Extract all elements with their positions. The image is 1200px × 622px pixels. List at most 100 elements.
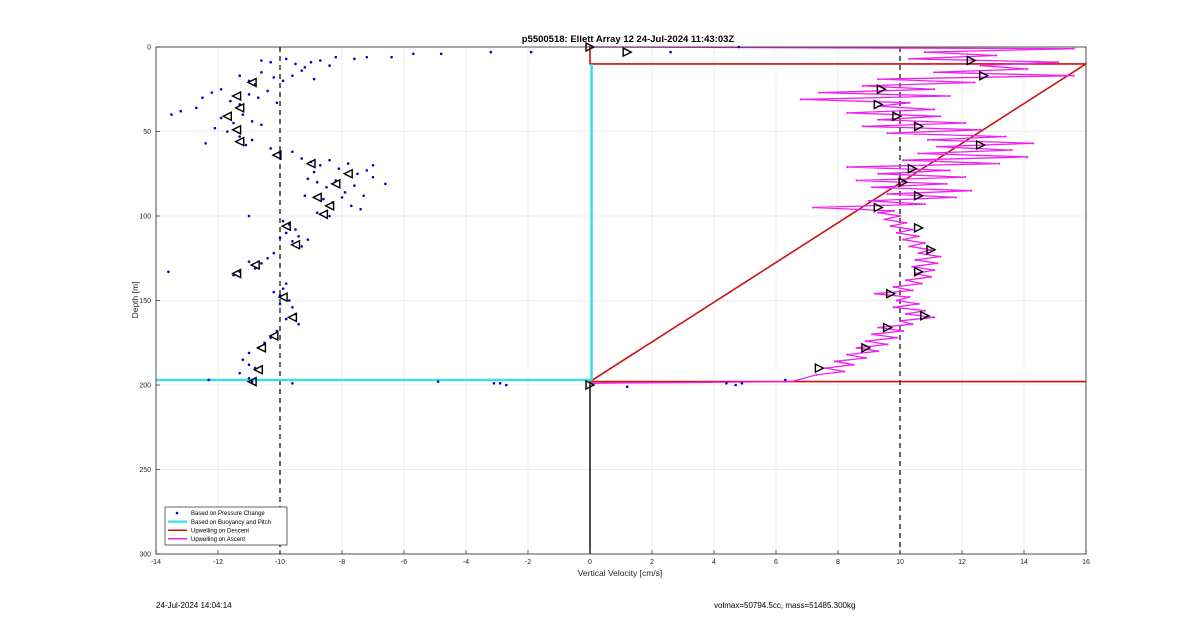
ascent-point xyxy=(877,78,880,81)
y-axis-label: Depth [m] xyxy=(130,282,140,319)
descent-marker xyxy=(280,221,291,232)
ascent-point xyxy=(905,279,908,282)
ascent-marker xyxy=(814,362,825,374)
pressure-change-point xyxy=(353,184,356,187)
ascent-point xyxy=(815,373,818,376)
x-tick-label: -2 xyxy=(525,559,531,566)
pressure-change-point xyxy=(219,116,223,120)
ascent-point xyxy=(905,312,908,316)
x-tick-label: -12 xyxy=(213,559,223,566)
pressure-change-point xyxy=(269,60,273,64)
ascent-point xyxy=(964,176,967,179)
ascent-marker xyxy=(886,288,897,299)
pressure-change-point xyxy=(669,50,672,54)
ascent-point xyxy=(895,231,899,234)
ascent-marker xyxy=(966,55,977,66)
ascent-point xyxy=(877,326,880,329)
pressure-change-point xyxy=(284,282,288,285)
descent-marker xyxy=(324,200,335,211)
x-tick-label: 2 xyxy=(650,559,654,566)
y-tick-label: 50 xyxy=(143,129,151,136)
ascent-point xyxy=(874,292,877,295)
ascent-point xyxy=(864,356,868,360)
descent-marker xyxy=(286,312,298,323)
ascent-point xyxy=(920,282,923,285)
y-tick-label: 200 xyxy=(139,383,151,390)
series-line-upwelling-on-ascent xyxy=(589,46,1075,384)
pressure-change-point xyxy=(371,164,375,167)
x-tick-label: -4 xyxy=(463,559,469,566)
ascent-point xyxy=(905,221,908,224)
ascent-point xyxy=(871,333,874,336)
y-tick-label: 100 xyxy=(139,214,151,221)
ascent-point xyxy=(846,165,849,169)
ascent-marker xyxy=(898,177,909,188)
pressure-change-point xyxy=(269,147,273,150)
pressure-change-point xyxy=(350,204,353,208)
pressure-change-point xyxy=(201,96,204,99)
ascent-point xyxy=(902,238,905,241)
x-tick-label: 6 xyxy=(774,559,778,566)
pressure-change-point xyxy=(529,50,533,54)
pressure-change-point xyxy=(170,113,173,116)
pressure-change-point xyxy=(439,52,443,56)
y-tick-label: 150 xyxy=(139,298,151,305)
pressure-change-point xyxy=(343,191,347,194)
pressure-change-point xyxy=(232,121,235,125)
pressure-change-point xyxy=(291,305,294,309)
pressure-change-point xyxy=(275,101,279,105)
ascent-point xyxy=(929,248,933,251)
pressure-change-point xyxy=(390,55,393,59)
ascent-point xyxy=(936,262,939,265)
pressure-change-point xyxy=(207,378,210,382)
ascent-point xyxy=(855,346,858,349)
pressure-change-point xyxy=(291,240,294,243)
x-tick-label: 0 xyxy=(588,559,592,566)
ascent-point xyxy=(877,118,880,121)
pressure-change-point xyxy=(247,214,251,218)
ascent-point xyxy=(886,132,889,135)
ascent-marker xyxy=(861,342,872,353)
ascent-point xyxy=(846,353,849,356)
ascent-point xyxy=(908,245,911,248)
pressure-change-point xyxy=(725,382,728,385)
pressure-change-point xyxy=(288,299,291,302)
pressure-change-point xyxy=(371,175,375,179)
ascent-point xyxy=(790,380,793,383)
pressure-change-point xyxy=(291,74,294,78)
x-tick-label: 8 xyxy=(836,559,840,566)
ascent-marker xyxy=(913,266,925,277)
ascent-point xyxy=(855,179,858,182)
ascent-point xyxy=(914,258,917,262)
ascent-point xyxy=(1026,155,1029,158)
pressure-change-point xyxy=(328,214,331,218)
x-tick-label: 4 xyxy=(712,559,716,566)
ascent-point xyxy=(917,302,920,305)
descent-marker xyxy=(305,158,316,169)
pressure-change-point xyxy=(247,351,251,355)
pressure-change-point xyxy=(498,382,502,385)
ascent-point xyxy=(898,319,902,322)
ascent-marker xyxy=(873,99,884,110)
ascent-marker xyxy=(873,202,884,213)
pressure-change-point xyxy=(247,376,251,380)
legend-label: Based on Buoyancy and Pitch xyxy=(191,520,271,526)
ascent-point xyxy=(895,299,899,302)
pressure-change-point xyxy=(334,55,338,59)
pressure-change-point xyxy=(300,245,304,248)
ascent-point xyxy=(926,138,930,142)
pressure-change-point xyxy=(325,185,328,189)
pressure-change-point xyxy=(195,106,198,110)
pressure-change-point xyxy=(250,138,254,142)
ascent-point xyxy=(923,309,926,312)
pressure-change-point xyxy=(359,207,362,211)
ascent-point xyxy=(911,228,914,231)
ascent-point xyxy=(895,336,899,339)
pressure-change-point xyxy=(284,57,288,61)
pressure-change-point xyxy=(365,55,369,59)
ascent-marker xyxy=(882,322,894,333)
pressure-change-point xyxy=(309,60,313,64)
pressure-change-point xyxy=(315,211,319,214)
y-tick-label: 250 xyxy=(139,467,151,474)
x-tick-label: 14 xyxy=(1020,559,1028,566)
